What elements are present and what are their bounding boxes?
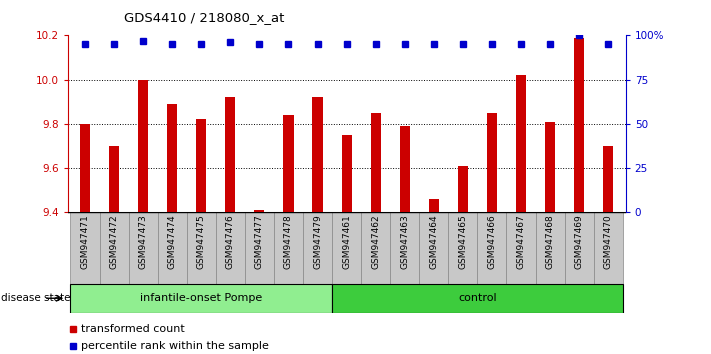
Text: GSM947478: GSM947478 bbox=[284, 215, 293, 269]
Bar bbox=[274, 212, 303, 285]
Text: disease state: disease state bbox=[1, 293, 71, 303]
Text: GSM947477: GSM947477 bbox=[255, 215, 264, 269]
Bar bbox=[429, 199, 439, 212]
Text: GSM947467: GSM947467 bbox=[516, 215, 525, 269]
Bar bbox=[361, 212, 390, 285]
Text: GSM947461: GSM947461 bbox=[342, 215, 351, 269]
Text: GSM947475: GSM947475 bbox=[197, 215, 205, 269]
Bar bbox=[565, 212, 594, 285]
Bar bbox=[245, 212, 274, 285]
Bar bbox=[449, 212, 477, 285]
Text: percentile rank within the sample: percentile rank within the sample bbox=[82, 341, 269, 351]
Text: GSM947464: GSM947464 bbox=[429, 215, 438, 269]
Bar bbox=[80, 124, 90, 212]
Text: GSM947474: GSM947474 bbox=[168, 215, 177, 269]
Bar bbox=[196, 120, 206, 212]
Bar bbox=[400, 126, 410, 212]
Bar bbox=[341, 135, 352, 212]
Bar bbox=[225, 97, 235, 212]
Bar bbox=[187, 212, 216, 285]
Bar bbox=[594, 212, 623, 285]
Text: GSM947472: GSM947472 bbox=[109, 215, 119, 269]
Text: GSM947466: GSM947466 bbox=[488, 215, 496, 269]
Bar bbox=[158, 212, 187, 285]
Text: control: control bbox=[458, 293, 497, 303]
Bar bbox=[303, 212, 332, 285]
Bar bbox=[419, 212, 449, 285]
Text: GSM947468: GSM947468 bbox=[545, 215, 555, 269]
Text: GSM947470: GSM947470 bbox=[604, 215, 613, 269]
Bar bbox=[255, 210, 264, 212]
Text: transformed count: transformed count bbox=[82, 324, 186, 334]
Bar bbox=[390, 212, 419, 285]
Bar bbox=[574, 38, 584, 212]
Text: GSM947471: GSM947471 bbox=[80, 215, 90, 269]
Bar bbox=[167, 104, 177, 212]
Bar bbox=[332, 284, 623, 313]
Bar bbox=[100, 212, 129, 285]
Bar bbox=[109, 146, 119, 212]
Bar bbox=[129, 212, 158, 285]
Text: GSM947473: GSM947473 bbox=[139, 215, 148, 269]
Bar bbox=[332, 212, 361, 285]
Bar bbox=[545, 122, 555, 212]
Bar bbox=[477, 212, 506, 285]
Text: GSM947463: GSM947463 bbox=[400, 215, 410, 269]
Text: GSM947476: GSM947476 bbox=[226, 215, 235, 269]
Bar bbox=[487, 113, 497, 212]
Bar bbox=[312, 97, 323, 212]
Bar bbox=[216, 212, 245, 285]
Text: GSM947465: GSM947465 bbox=[459, 215, 467, 269]
Bar bbox=[458, 166, 468, 212]
Bar bbox=[535, 212, 565, 285]
Bar bbox=[138, 80, 148, 212]
Text: GSM947479: GSM947479 bbox=[313, 215, 322, 269]
Bar bbox=[506, 212, 535, 285]
Text: GSM947469: GSM947469 bbox=[574, 215, 584, 269]
Bar bbox=[603, 146, 614, 212]
Text: GSM947462: GSM947462 bbox=[371, 215, 380, 269]
Text: GDS4410 / 218080_x_at: GDS4410 / 218080_x_at bbox=[124, 11, 285, 24]
Bar bbox=[516, 75, 526, 212]
Text: infantile-onset Pompe: infantile-onset Pompe bbox=[140, 293, 262, 303]
Bar bbox=[70, 284, 332, 313]
Bar bbox=[370, 113, 381, 212]
Bar bbox=[284, 115, 294, 212]
Bar bbox=[70, 212, 100, 285]
